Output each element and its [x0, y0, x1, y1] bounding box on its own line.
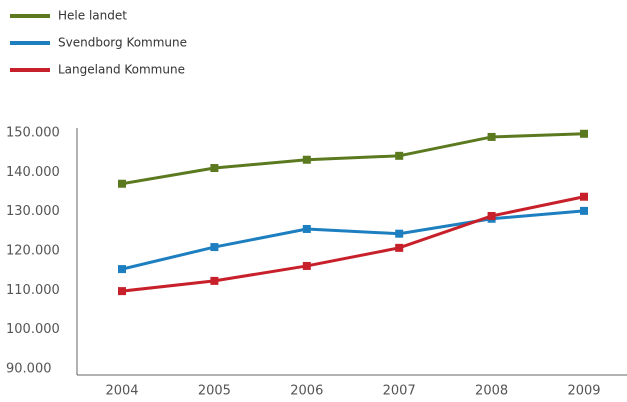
- point: [302, 261, 311, 270]
- x-tick-label: 2004: [105, 384, 138, 399]
- x-tick-label: 2005: [198, 384, 231, 399]
- x-tick-label: 2008: [475, 384, 508, 399]
- y-tick-label: 130.000: [6, 204, 60, 219]
- point: [395, 151, 404, 160]
- y-tick-label: 100.000: [6, 322, 60, 337]
- point: [302, 224, 311, 233]
- point: [580, 192, 588, 201]
- point: [580, 206, 588, 215]
- y-tick-label: 110.000: [6, 283, 60, 298]
- series-line: [121, 132, 585, 186]
- y-tick-label: 150.000: [6, 126, 60, 141]
- point: [487, 132, 496, 141]
- point: [395, 243, 404, 252]
- point: [118, 287, 126, 296]
- point: [118, 265, 126, 274]
- series-line: [121, 209, 585, 271]
- point: [210, 276, 219, 285]
- legend-label: Svendborg Kommune: [58, 36, 187, 50]
- y-tick-label: 140.000: [6, 165, 60, 180]
- x-tick-label: 2009: [567, 384, 600, 399]
- point: [210, 243, 219, 252]
- point: [395, 229, 404, 238]
- legend-label: Hele landet: [58, 9, 127, 23]
- y-tick-label: 120.000: [6, 244, 60, 259]
- x-tick-label: 2006: [290, 384, 323, 399]
- point: [210, 164, 219, 173]
- point: [487, 211, 496, 220]
- point: [580, 129, 588, 138]
- x-tick-label: 2007: [383, 384, 416, 399]
- point: [118, 179, 126, 188]
- legend-label: Langeland Kommune: [58, 63, 185, 77]
- point: [302, 155, 311, 164]
- series-line: [121, 195, 585, 293]
- y-tick-label: 90.000: [6, 362, 52, 377]
